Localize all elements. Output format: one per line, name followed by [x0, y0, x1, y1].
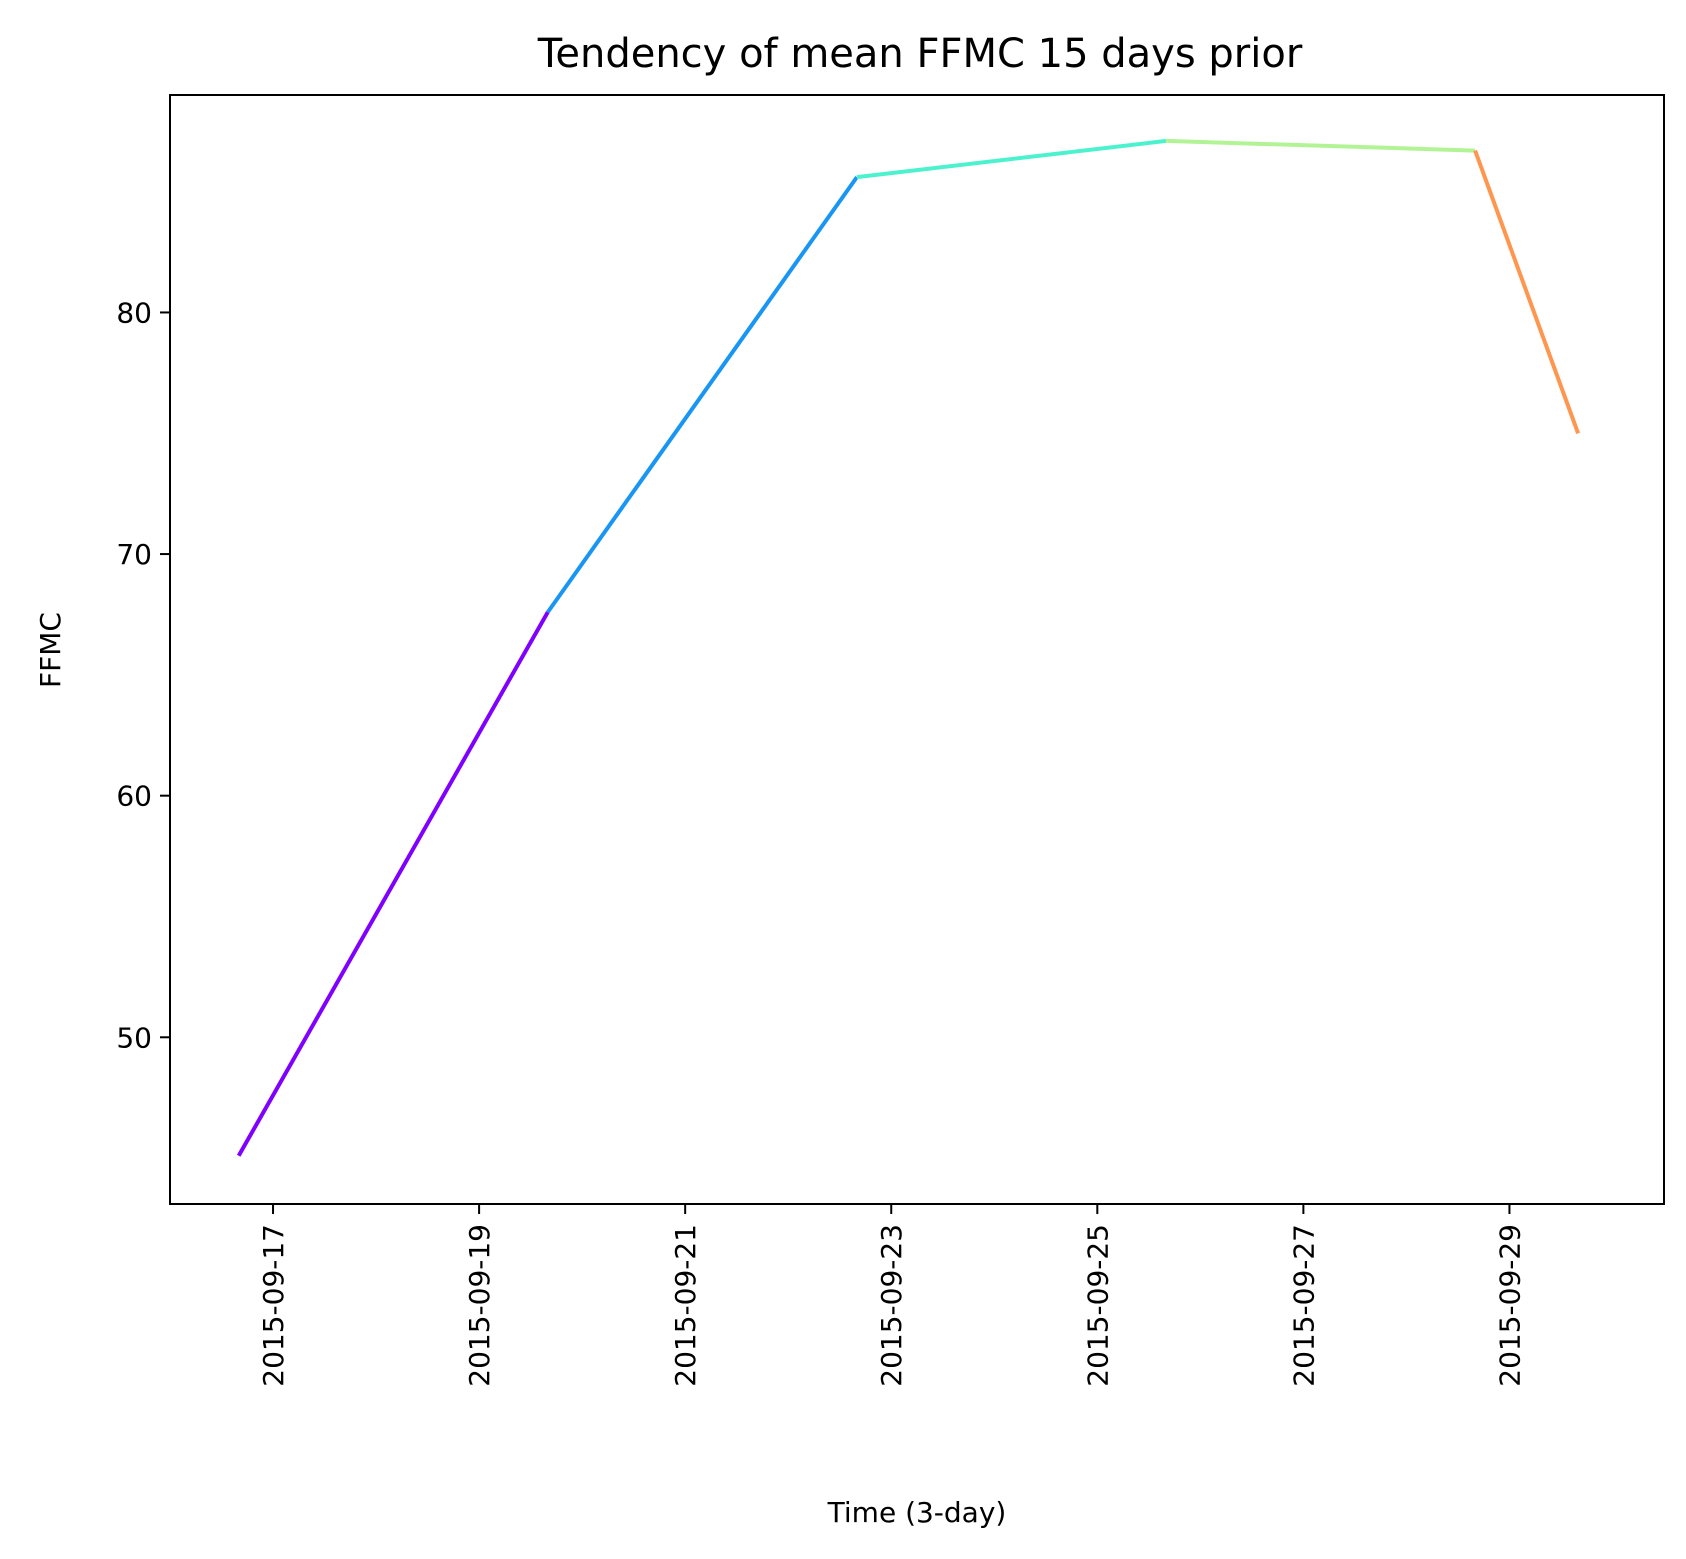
y-tick-label: 50	[116, 1021, 152, 1054]
line-segment	[1473, 149, 1580, 434]
line-segment	[1165, 138, 1476, 153]
x-tick-label: 2015-09-19	[463, 1224, 496, 1387]
x-axis-label: Time (3-day)	[827, 1496, 1007, 1529]
line-segment	[546, 175, 859, 614]
x-tick-label: 2015-09-17	[257, 1224, 290, 1387]
x-tick-label: 2015-09-23	[875, 1224, 908, 1387]
x-axis: 2015-09-17 2015-09-19 2015-09-21 2015-09-23…	[257, 1204, 1526, 1387]
y-tick-label: 80	[116, 297, 152, 330]
y-tick-label: 70	[116, 538, 152, 571]
plot-lines	[236, 138, 1580, 1157]
y-axis-label: FFMC	[34, 612, 67, 688]
chart-title: Tendency of mean FFMC 15 days prior	[537, 31, 1303, 77]
x-tick-label: 2015-09-27	[1287, 1224, 1320, 1387]
x-tick-label: 2015-09-25	[1081, 1224, 1114, 1387]
y-axis: 50 60 70 80	[116, 297, 170, 1054]
line-segment	[236, 611, 550, 1157]
x-tick-label: 2015-09-21	[669, 1224, 702, 1387]
x-tick-label: 2015-09-29	[1493, 1224, 1526, 1387]
plot-frame	[169, 94, 1665, 1205]
y-tick-label: 60	[116, 780, 152, 813]
line-segment	[856, 138, 1167, 180]
